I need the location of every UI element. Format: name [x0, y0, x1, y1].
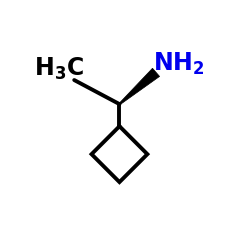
- Text: $\mathregular{NH_2}$: $\mathregular{NH_2}$: [153, 50, 205, 77]
- Polygon shape: [119, 68, 160, 105]
- Text: $\mathregular{H_3C}$: $\mathregular{H_3C}$: [34, 56, 84, 82]
